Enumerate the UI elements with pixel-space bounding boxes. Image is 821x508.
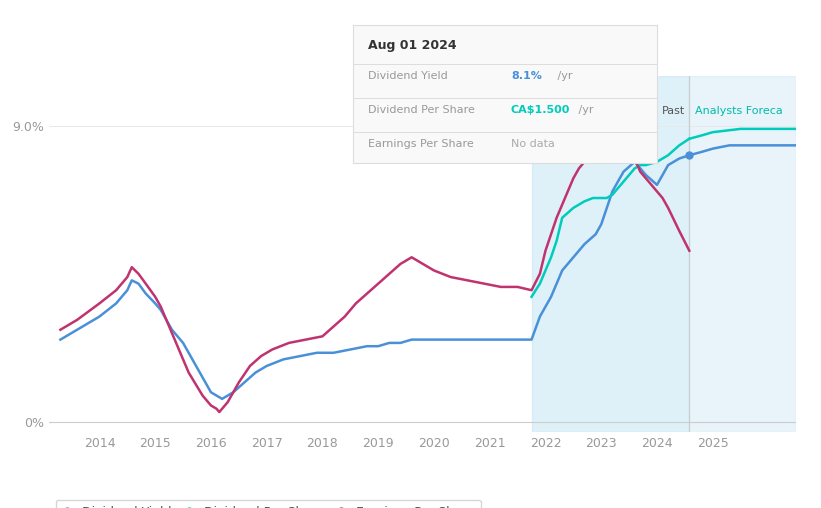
Text: Aug 01 2024: Aug 01 2024 — [369, 39, 456, 52]
Text: No data: No data — [511, 139, 555, 149]
Bar — [690, 76, 796, 432]
Text: Dividend Yield: Dividend Yield — [369, 71, 448, 81]
Bar — [531, 76, 690, 432]
Text: Past: Past — [662, 106, 685, 116]
Text: Analysts Foreca: Analysts Foreca — [695, 106, 782, 116]
Text: Dividend Per Share: Dividend Per Share — [369, 105, 475, 115]
Legend: Dividend Yield, Dividend Per Share, Earnings Per Share: Dividend Yield, Dividend Per Share, Earn… — [56, 500, 480, 508]
Text: 8.1%: 8.1% — [511, 71, 542, 81]
Text: /yr: /yr — [553, 71, 572, 81]
Text: Earnings Per Share: Earnings Per Share — [369, 139, 474, 149]
Text: CA$1.500: CA$1.500 — [511, 105, 571, 115]
Text: /yr: /yr — [575, 105, 594, 115]
